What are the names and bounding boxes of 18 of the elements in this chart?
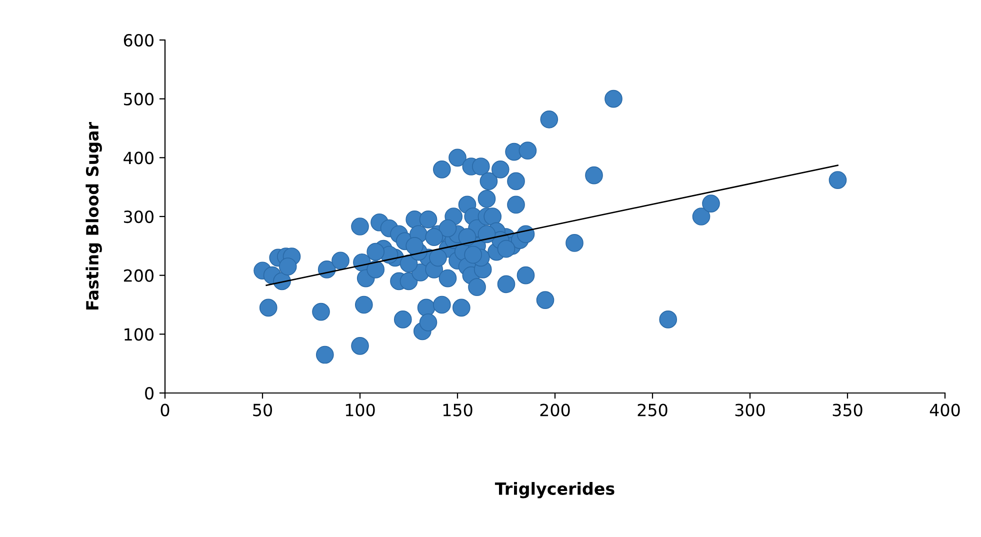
y-tick-label: 600 — [124, 34, 154, 47]
x-tick-label: 50 — [253, 404, 272, 416]
y-tick-label: 300 — [124, 210, 154, 224]
y-tick-label: 100 — [124, 328, 154, 341]
x-tick-label: 300 — [735, 404, 765, 416]
y-tick-label: 0 — [145, 386, 154, 400]
y-tick-label: 500 — [124, 92, 154, 106]
x-tick-label: 350 — [832, 404, 862, 416]
x-tick-label: 250 — [638, 404, 668, 416]
x-tick-label: 100 — [346, 404, 375, 416]
y-axis-title: Fasting Blood Sugar — [86, 122, 102, 310]
x-tick-label: 0 — [160, 404, 170, 416]
x-tick-label: 400 — [930, 404, 960, 416]
y-tick-label: 400 — [124, 152, 154, 164]
y-tick-label: 200 — [124, 269, 154, 282]
x-axis-title: Triglycerides — [494, 482, 614, 498]
x-tick-label: 150 — [443, 404, 472, 416]
x-tick-label: 200 — [540, 404, 570, 416]
